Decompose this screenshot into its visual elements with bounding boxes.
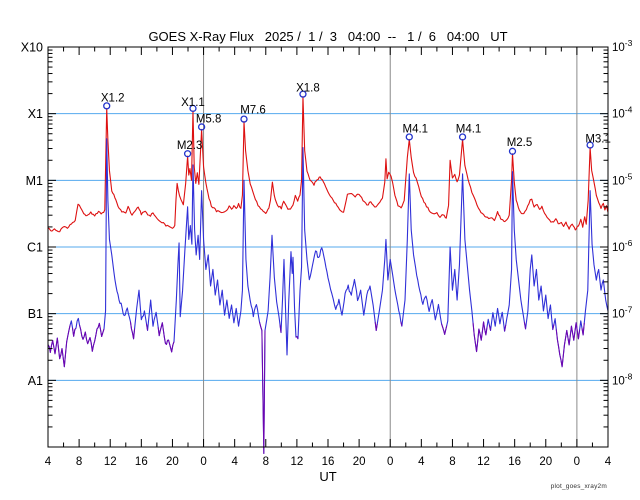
right-axis-label: 10-8 xyxy=(612,371,633,387)
x-tick-label: 0 xyxy=(574,456,580,468)
xray-blue-lowflux-overlay xyxy=(48,321,585,454)
decade-gridlines xyxy=(48,113,608,381)
x-tick-label: 20 xyxy=(539,456,552,468)
flare-label: M2.3 xyxy=(177,140,203,152)
x-tick-label: 12 xyxy=(290,456,303,468)
x-tick-label: 0 xyxy=(387,456,393,468)
right-axis-label: 10-6 xyxy=(612,238,633,254)
flare-label: X1.8 xyxy=(296,83,320,95)
right-axis-label: 10-7 xyxy=(612,305,633,321)
xray-blue-series-path xyxy=(48,138,608,455)
right-axis-labels: 10-3 10-4 10-5 10-6 10-7 10-8 xyxy=(612,38,633,387)
x-tick-labels: 4 8 12 16 20 0 4 8 12 16 20 0 4 8 12 16 20 0 4 xyxy=(45,456,612,468)
flare-peak-circle xyxy=(508,147,517,155)
flare-label: M4.1 xyxy=(456,123,482,135)
x-tick-label: 4 xyxy=(45,456,52,468)
x-tick-label: 16 xyxy=(322,456,335,468)
flare-peak-circle xyxy=(458,133,467,141)
flare-annotations: X1.2 M2.3 X1.1 M5.8 M7.6 X1.8 M4.1 M4.1 M2.5 M3.1 xyxy=(101,83,611,158)
x-tick-label: 4 xyxy=(605,456,612,468)
watermark: plot_goes_xray2m xyxy=(550,483,607,490)
flare-peak-circle xyxy=(197,123,206,131)
x-tick-label: 20 xyxy=(353,456,366,468)
x-tick-label: 8 xyxy=(76,456,82,468)
axis-ticks xyxy=(47,46,609,448)
x-tick-label: 12 xyxy=(104,456,117,468)
x-tick-label: 4 xyxy=(231,456,238,468)
x-tick-label: 12 xyxy=(477,456,490,468)
x-tick-label: 16 xyxy=(508,456,521,468)
flare-label: M5.8 xyxy=(196,113,222,125)
flare-peak-circle xyxy=(586,141,594,149)
x-tick-label: 4 xyxy=(418,456,425,468)
flare-peak-circle xyxy=(299,90,307,98)
flare-label: M2.5 xyxy=(507,137,533,149)
flare-label: M4.1 xyxy=(402,123,428,135)
flare-peak-circle xyxy=(240,115,248,123)
right-axis-label: 10-4 xyxy=(612,105,633,121)
right-axis-label: 10-5 xyxy=(612,171,633,187)
flare-peak-circle xyxy=(103,102,111,110)
left-axis-labels: X10 X1 M1 C1 B1 A1 xyxy=(21,41,43,388)
flare-peak-circle xyxy=(189,104,197,113)
day-boundary-lines xyxy=(203,47,578,447)
left-axis-label: X10 xyxy=(21,41,43,55)
flare-peak-circle xyxy=(405,133,413,141)
left-axis-label: X1 xyxy=(28,107,43,121)
left-axis-label: B1 xyxy=(28,307,43,321)
x-tick-label: 16 xyxy=(135,456,148,468)
left-axis-label: A1 xyxy=(28,374,43,388)
flare-peak-circle xyxy=(183,150,192,158)
left-axis-label: M1 xyxy=(26,174,43,188)
flare-label: M3.1 xyxy=(585,134,611,146)
x-tick-label: 20 xyxy=(166,456,179,468)
xray-red-series-path xyxy=(48,96,608,233)
right-axis-label: 10-3 xyxy=(612,38,633,54)
flare-label: X1.1 xyxy=(181,97,205,109)
x-tick-label: 0 xyxy=(200,456,206,468)
left-axis-label: C1 xyxy=(27,241,43,255)
flare-label: M7.6 xyxy=(240,105,266,117)
x-axis-title: UT xyxy=(319,469,336,484)
series-curves xyxy=(48,96,608,455)
chart-title: GOES X-Ray Flux 2025 / 1 / 3 04:00 -- 1 … xyxy=(148,29,508,44)
x-tick-label: 8 xyxy=(263,456,269,468)
x-tick-label: 8 xyxy=(449,456,455,468)
flare-label: X1.2 xyxy=(101,92,125,104)
